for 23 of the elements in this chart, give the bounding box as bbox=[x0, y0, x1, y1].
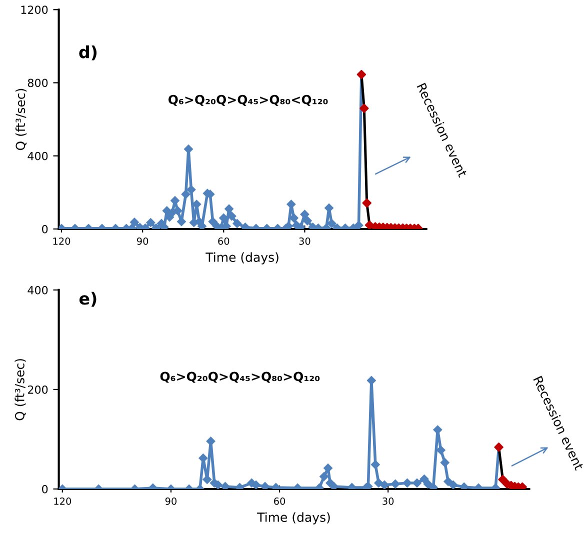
x-axis-title: Time (days) bbox=[206, 252, 278, 264]
annotation: d) bbox=[79, 45, 97, 60]
x-tick-label: 120 bbox=[54, 497, 72, 505]
x-tick-label: 120 bbox=[53, 237, 70, 245]
x-axis-title: Time (days) bbox=[257, 512, 330, 524]
x-tick-label: 60 bbox=[274, 497, 286, 505]
x-tick-label: 60 bbox=[218, 237, 230, 245]
x-tick-label: 90 bbox=[165, 497, 177, 505]
x-tick-label: 30 bbox=[299, 237, 310, 245]
annotation: Q₆>Q₂₀Q>Q₄₅>Q₈₀<Q₁₂₀ bbox=[168, 94, 328, 106]
x-tick-label: 30 bbox=[382, 497, 394, 505]
y-axis-title: Q (ft³/sec) bbox=[14, 359, 26, 420]
annotation: Q₆>Q₂₀Q>Q₄₅>Q₈₀>Q₁₂₀ bbox=[160, 372, 320, 383]
annotation: e) bbox=[79, 292, 96, 307]
y-tick-label: 0 bbox=[42, 484, 48, 494]
y-tick-label: 400 bbox=[28, 152, 48, 160]
y-tick-label: 1200 bbox=[21, 6, 48, 14]
y-tick-label: 800 bbox=[28, 78, 48, 88]
y-tick-label: 200 bbox=[28, 385, 48, 394]
y-axis-title: Q (ft³/sec) bbox=[15, 88, 27, 150]
x-tick-label: 90 bbox=[136, 237, 148, 245]
y-tick-label: 400 bbox=[28, 286, 48, 294]
y-tick-label: 0 bbox=[42, 224, 48, 234]
